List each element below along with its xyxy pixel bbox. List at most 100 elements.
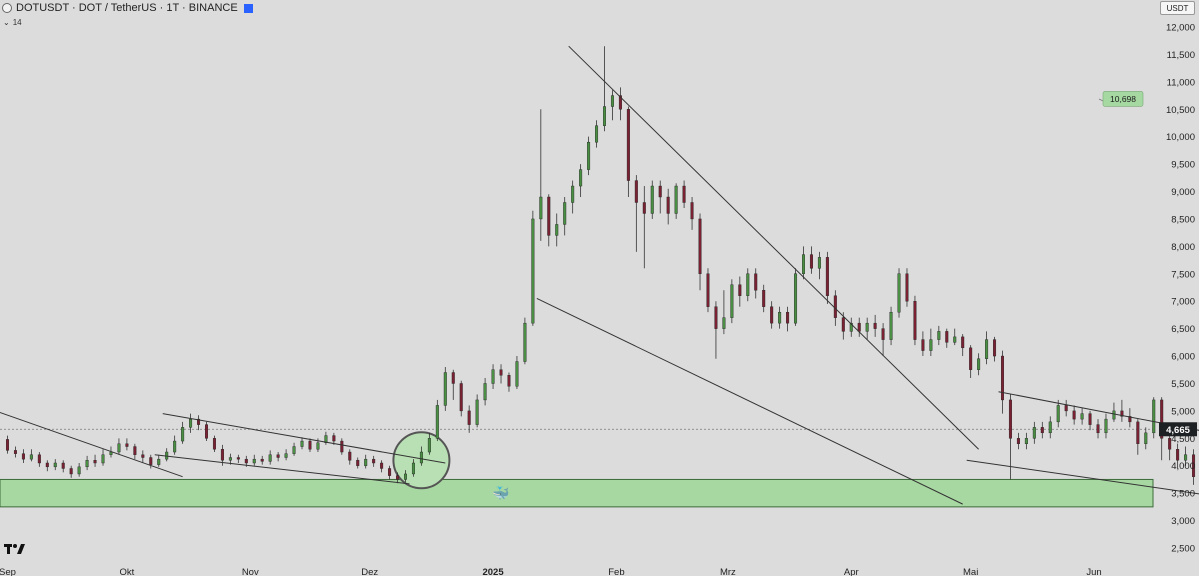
candle (77, 462, 81, 477)
candle (817, 251, 821, 280)
candle (587, 136, 591, 176)
candle-body (181, 427, 185, 442)
candle (1088, 410, 1092, 431)
candle-body (634, 180, 638, 203)
candle-body (618, 95, 622, 110)
candle (61, 460, 65, 473)
candle (189, 413, 193, 433)
x-tick-label: Feb (608, 567, 624, 576)
candle (1064, 399, 1068, 417)
candle (642, 186, 646, 269)
trend-line-7[interactable] (966, 459, 1199, 518)
candle (706, 268, 710, 313)
candle (563, 197, 567, 236)
y-tick-label: 6,500 (1171, 324, 1195, 335)
candle (802, 246, 806, 280)
candle (117, 438, 121, 455)
y-tick-label: 4,500 (1171, 434, 1195, 445)
candle (993, 336, 997, 362)
candle-body (252, 458, 256, 464)
candle-body (738, 284, 742, 296)
candle (762, 284, 766, 313)
candle (985, 331, 989, 365)
candle (93, 454, 97, 467)
candle-body (913, 301, 917, 340)
candle-body (292, 446, 296, 454)
candle (1048, 416, 1052, 439)
candle (149, 454, 153, 469)
trend-line-5[interactable] (536, 298, 963, 505)
candle-body (595, 125, 599, 143)
candle-body (929, 339, 933, 351)
candle-body (714, 306, 718, 329)
candle (157, 454, 161, 467)
y-tick-label: 7,000 (1171, 297, 1195, 308)
y-tick-label: 3,000 (1171, 516, 1195, 527)
candle-body (921, 339, 925, 351)
candle-body (356, 460, 360, 466)
candle-body (1136, 421, 1140, 445)
currency-button[interactable]: USDT (1160, 1, 1195, 15)
candle-body (642, 202, 646, 214)
candle (236, 454, 240, 463)
whale-icon: 🐳 (492, 485, 509, 501)
trend-line-3[interactable] (154, 454, 410, 485)
y-tick-label: 5,000 (1171, 406, 1195, 417)
candle (1001, 350, 1005, 414)
candle-body (1152, 399, 1156, 434)
y-tick-label: 10,500 (1166, 105, 1195, 116)
candle (292, 442, 296, 456)
candle-body (1056, 405, 1060, 423)
candle-body (443, 372, 447, 406)
candle-body (411, 462, 415, 475)
candle-body (993, 339, 997, 357)
candle-body (1176, 449, 1180, 461)
candle-body (220, 449, 224, 461)
candle-body (610, 95, 614, 107)
candle (1152, 397, 1156, 439)
candle-body (149, 457, 153, 465)
candle (690, 197, 694, 230)
trend-line-4[interactable] (568, 45, 979, 450)
candle-body (547, 196, 551, 236)
x-tick-label: Jun (1086, 567, 1101, 576)
candle (459, 380, 463, 417)
candle-body (682, 185, 686, 203)
y-tick-label: 9,000 (1171, 187, 1195, 198)
candle (141, 450, 145, 463)
candle (825, 251, 829, 304)
candle-body (746, 273, 750, 296)
candle (969, 345, 973, 378)
candle (897, 268, 901, 318)
x-tick-label: Okt (120, 567, 135, 576)
candle-body (809, 254, 813, 269)
candle-body (109, 451, 113, 455)
candle-body (141, 454, 145, 458)
trend-line-1[interactable] (0, 408, 183, 478)
symbol-header[interactable]: DOTUSDT · DOT / TetherUS · 1T · BINANCE (0, 0, 253, 16)
candle (539, 109, 543, 241)
current-price-box (1159, 422, 1197, 437)
candle (197, 415, 201, 431)
candle-body (1144, 432, 1148, 444)
candle-body (531, 218, 535, 324)
candle (849, 317, 853, 337)
candle (547, 194, 551, 247)
trend-line-2[interactable] (162, 413, 446, 464)
target-label-box[interactable] (1102, 91, 1144, 107)
flag-icon[interactable] (243, 3, 253, 13)
candle-body (985, 339, 989, 359)
candle-body (404, 473, 408, 480)
candle-body (467, 410, 471, 425)
candle (889, 306, 893, 346)
chevron-down-icon[interactable]: ⌄ (3, 18, 10, 27)
candle-body (953, 336, 957, 343)
candle-body (1120, 410, 1124, 417)
candle-body (825, 257, 829, 296)
candle-body (587, 141, 591, 170)
x-tick-label: Nov (242, 567, 259, 576)
indicator-row[interactable]: ⌄ 14 (3, 18, 22, 27)
y-tick-label: 8,500 (1171, 214, 1195, 225)
y-tick-label: 2,500 (1171, 544, 1195, 555)
